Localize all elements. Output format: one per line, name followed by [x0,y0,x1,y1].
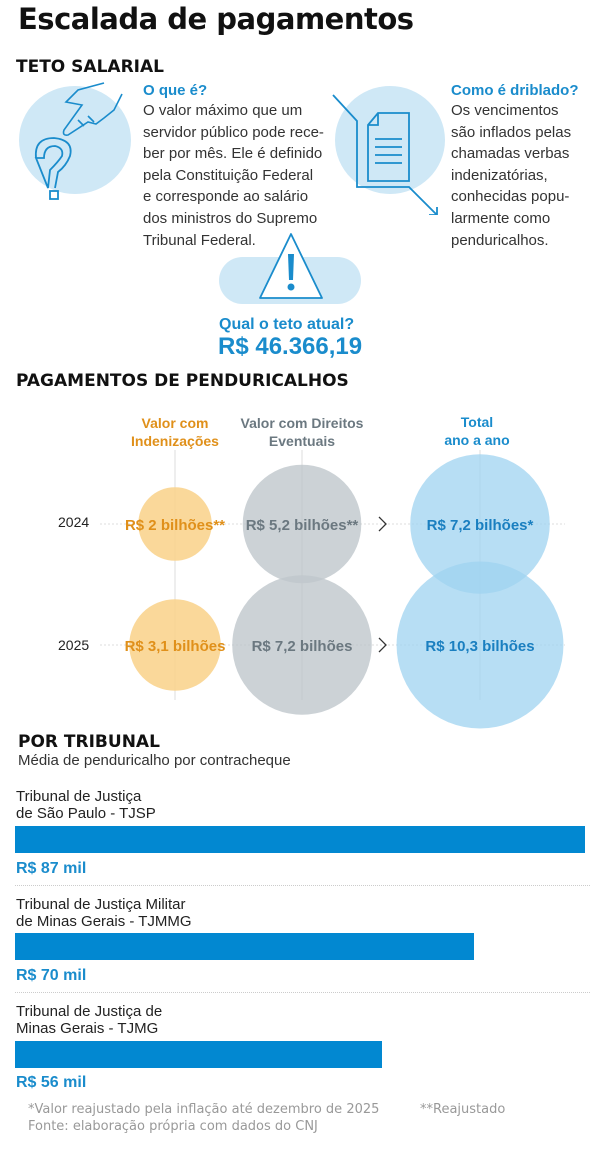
column-header-total: Total ano a ano [397,413,557,449]
header-line: ano a ano [444,432,510,448]
row-label-2024: 2024 [58,514,90,530]
bar-value-tjmg: R$ 56 mil [16,1074,87,1091]
text-line: servidor público pode rece- [143,123,324,141]
bar-tjsp [15,826,585,853]
question-illustration [19,82,131,200]
bar-value-tjmmg: R$ 70 mil [16,967,87,984]
bubble-2025-1 [232,575,372,715]
chevron-right-icon [378,516,387,532]
bubble-label: R$ 10,3 bilhões [425,638,534,655]
chevron-right-icon [378,637,387,653]
text-line: e corresponde ao salário [143,188,309,206]
bar-category-tjmmg: Tribunal de Justiça Militar de Minas Ger… [16,896,192,930]
bubble-label: R$ 7,2 bilhões [252,638,353,655]
bubble-label: R$ 2 bilhões** [125,517,225,534]
what-answer: O valor máximo que um servidor público p… [143,100,343,251]
text-line: ber por mês. Ele é definido [143,145,323,163]
document-illustration [332,86,445,215]
text-line: penduricalhos. [451,231,549,249]
pointing-hand-icon [62,82,123,136]
text-line: larmente como [451,209,551,227]
section-heading-tribunal: POR TRIBUNAL [18,732,160,752]
bubble-2024-0 [138,487,212,561]
page-title: Escalada de pagamentos [18,2,414,36]
warning-illustration [219,233,361,304]
source-note: Fonte: elaboração própria com dados do C… [28,1119,318,1134]
text-line: O valor máximo que um [143,102,303,119]
bubble-chart: R$ 2 bilhões** R$ 5,2 bilhões** R$ 7,2 bil… [100,450,565,729]
header-line: Valor com [141,415,209,431]
bubble-label: R$ 7,2 bilhões* [427,517,534,534]
bubble-2024-1 [242,464,362,584]
label-line: Tribunal de Justiça [16,788,142,805]
column-header-direitos: Valor com Direitos Eventuais [222,414,382,450]
text-line: pela Constituição Federal [143,166,314,184]
label-line: de São Paulo - TJSP [16,805,156,822]
text-line: conhecidas popu- [451,188,570,206]
divider [15,992,590,993]
header-line: Indenizações [131,433,219,449]
row-label-2025: 2025 [58,637,90,653]
bar-tjmmg [15,933,474,960]
what-question: O que é? [143,82,208,99]
section-heading-teto: TETO SALARIAL [16,57,164,77]
warning-icon [259,233,323,299]
section-heading-penduricalhos: PAGAMENTOS DE PENDURICALHOS [16,371,349,391]
text-line: dos ministros do Supremo [143,209,318,227]
text-line: indenizatórias, [451,166,548,184]
bubble-label: R$ 3,1 bilhões [125,638,226,655]
bar-category-tjmg: Tribunal de Justiça de Minas Gerais - TJ… [16,1003,162,1037]
column-header-indenizacoes: Valor com Indenizações [95,414,255,450]
text-line: Os vencimentos [451,102,559,119]
footnote-reajustado: **Reajustado [420,1102,506,1117]
bar-chart-subtitle: Média de penduricalho por contracheque [18,752,291,769]
header-line: Total [460,414,494,430]
bar-tjmg [15,1041,382,1068]
current-cap-value: R$ 46.366,19 [218,333,363,360]
bubble-2025-0 [129,599,221,691]
label-line: de Minas Gerais - TJMMG [16,913,192,930]
question-mark-icon [34,137,72,200]
label-line: Minas Gerais - TJMG [16,1020,159,1037]
how-question: Como é driblado? [451,82,579,99]
bar-category-tjsp: Tribunal de Justiça de São Paulo - TJSP [16,788,156,822]
current-cap-question: Qual o teto atual? [219,316,355,333]
bubble-label: R$ 5,2 bilhões** [246,517,359,534]
how-answer: Os vencimentos são inflados pelas chamad… [451,100,600,251]
bubble-2024-2 [410,454,550,594]
text-line: chamadas verbas [451,145,570,163]
label-line: Tribunal de Justiça Militar [16,896,186,913]
document-icon [332,94,438,215]
bar-value-tjsp: R$ 87 mil [16,860,87,877]
label-line: Tribunal de Justiça de [16,1003,163,1020]
footnote-inflation: *Valor reajustado pela inflação até deze… [28,1102,380,1117]
header-line: Eventuais [268,433,336,449]
divider [15,885,590,886]
bubble-2025-2 [396,561,564,729]
text-line: Tribunal Federal. [143,231,256,249]
header-line: Valor com Direitos [240,415,364,431]
text-line: são inflados pelas [451,123,572,141]
